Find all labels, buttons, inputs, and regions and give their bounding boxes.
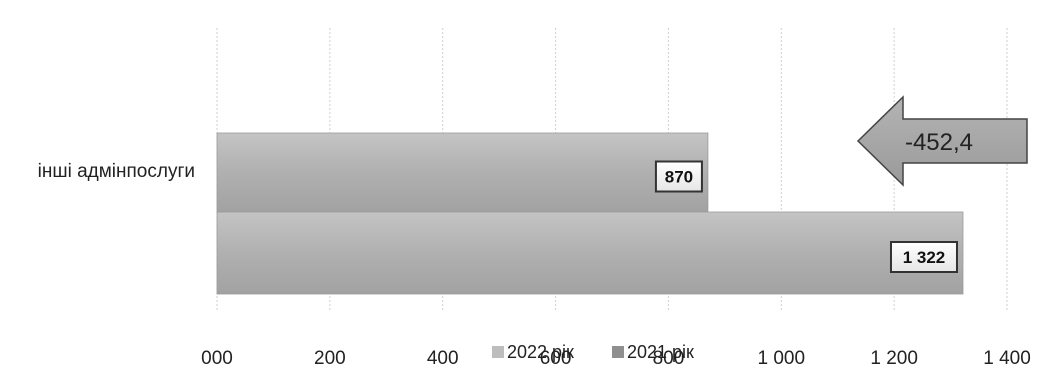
x-tick-label: 200 <box>314 348 346 369</box>
data-labels: 870 1 322 <box>654 160 958 273</box>
x-tick-label: 800 <box>653 348 685 369</box>
legend-swatch-2022 <box>492 346 504 358</box>
bar-2022-рік <box>216 132 709 213</box>
category-label: інші адмінпослуги <box>38 161 195 182</box>
left-arrow-icon <box>856 95 1028 187</box>
bars <box>216 132 964 295</box>
x-tick-label: 1 200 <box>870 348 918 369</box>
x-tick-label: 600 <box>540 348 572 369</box>
difference-value: -452,4 <box>905 129 973 156</box>
x-tick-label: 1 000 <box>758 348 806 369</box>
x-tick-label: 400 <box>427 348 459 369</box>
difference-annotation: -452,4 <box>856 95 1028 187</box>
data-label: 1 322 <box>903 248 946 267</box>
bar-2021-рік <box>216 211 964 295</box>
legend: 2022 рік 2021 рік <box>492 342 694 362</box>
data-label-box <box>889 241 958 273</box>
x-axis-ticks: 000 200 400 600 800 1 000 1 200 1 400 <box>201 348 1031 369</box>
legend-swatch-2021 <box>612 346 624 358</box>
x-tick-label: 000 <box>201 348 233 369</box>
legend-label-2022: 2022 рік <box>507 342 574 362</box>
data-label-box <box>654 160 703 193</box>
data-label: 870 <box>665 168 693 187</box>
x-tick-label: 1 400 <box>983 348 1031 369</box>
legend-label-2021: 2021 рік <box>627 342 694 362</box>
